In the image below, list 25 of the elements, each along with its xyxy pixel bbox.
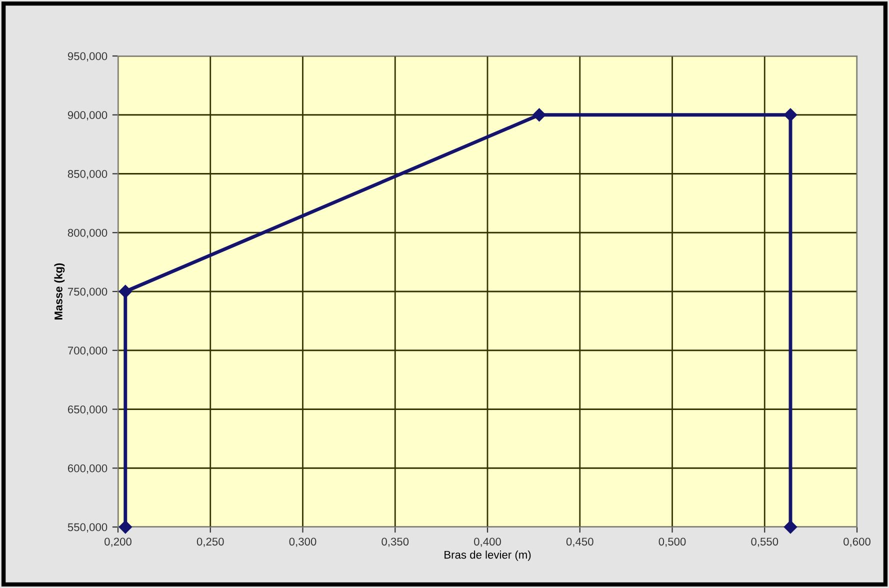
point [118,284,132,298]
x-tick-label: 0,550 [751,538,778,547]
x-tick-label: 0,250 [196,538,224,547]
x-tick-label: 0,450 [566,538,594,547]
x-tick-label: 0,350 [382,538,409,547]
y-tick-label: 750,000 [68,288,108,297]
x-tick-label: 0,200 [104,538,132,547]
y-tick-label: 850,000 [68,170,108,180]
x-tick-label: 0,300 [289,538,316,547]
y-tick-label: 700,000 [68,346,108,356]
x-tick-label: 0,600 [844,538,870,547]
y-tick-label: 600,000 [68,464,108,474]
x-tick-label: 0,400 [474,538,501,547]
y-axis-title: Masse (kg) [54,263,65,320]
y-tick-label: 800,000 [68,228,108,238]
y-tick-label: 900,000 [68,111,108,120]
point [784,108,798,122]
x-axis-title: Bras de levier (m) [444,550,531,561]
point [784,520,798,534]
x-tick-label: 0,500 [658,538,686,547]
point [532,108,546,122]
point [118,520,132,534]
y-tick-label: 550,000 [68,523,108,532]
y-tick-label: 950,000 [68,52,108,62]
y-tick-label: 650,000 [68,406,108,415]
